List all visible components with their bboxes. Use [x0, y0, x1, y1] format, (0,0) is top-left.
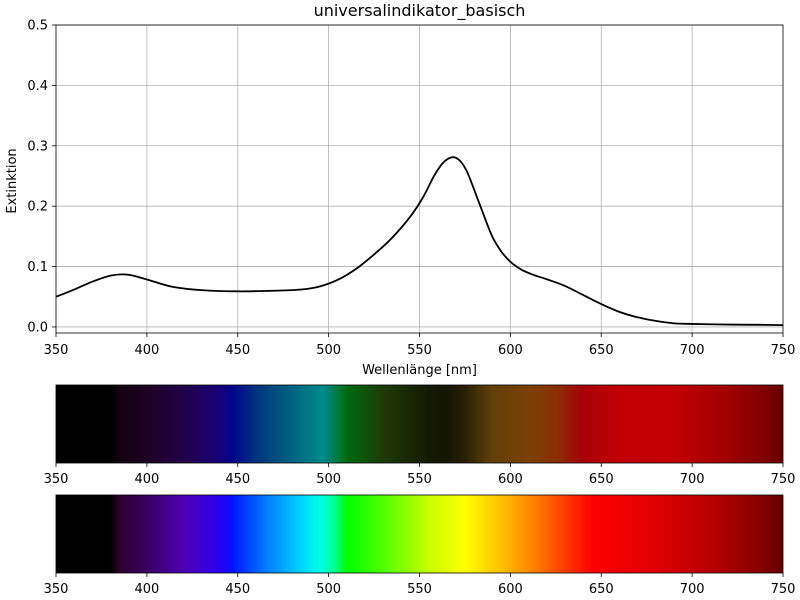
x-tick-label: 700	[680, 472, 705, 487]
y-tick-label: 0.4	[27, 79, 48, 94]
x-tick-label: 350	[44, 472, 69, 487]
y-axis-label: Extinktion	[5, 148, 20, 213]
absorbance-plot: 350 400 450 500 550 600 650 700 750 0.0 0.1 0.2 0.3…	[5, 1, 795, 378]
x-axis-label: Wellenlänge [nm]	[362, 363, 477, 378]
y-tick-label: 0.3	[27, 139, 48, 154]
y-tick-label: 0.5	[27, 19, 48, 34]
x-tick-label: 650	[589, 472, 614, 487]
y-tick-label: 0.1	[27, 260, 48, 275]
x-tick-label: 350	[44, 343, 69, 358]
x-tick-label: 400	[134, 582, 159, 597]
x-tick-label: 650	[589, 582, 614, 597]
x-tick-label: 450	[225, 582, 250, 597]
x-tick-label: 350	[44, 582, 69, 597]
x-tick-label: 400	[134, 343, 159, 358]
x-tick-label: 500	[316, 582, 341, 597]
x-axis-bar-2: 350 400 450 500 550 600 650 700 750	[44, 573, 796, 597]
x-tick-label: 600	[498, 343, 523, 358]
x-tick-label: 450	[225, 472, 250, 487]
observed-color-bar: 350 400 450 500 550 600 650 700 750	[44, 384, 796, 487]
x-tick-label: 750	[771, 472, 796, 487]
chart-title: universalindikator_basisch	[314, 1, 526, 21]
y-tick-label: 0.2	[27, 200, 48, 215]
reference-spectrum-bar: 350 400 450 500 550 600 650 700 750	[44, 494, 796, 597]
observed-spectrum-strip	[55, 384, 784, 464]
x-tick-label: 700	[680, 343, 705, 358]
x-tick-label: 500	[316, 472, 341, 487]
y-axis: 0.0 0.1 0.2 0.3 0.4 0.5	[27, 19, 56, 335]
x-tick-label: 600	[498, 582, 523, 597]
x-tick-label: 550	[407, 472, 432, 487]
x-tick-label: 400	[134, 472, 159, 487]
x-axis: 350 400 450 500 550 600 650 700 750	[44, 333, 796, 358]
x-tick-label: 450	[225, 343, 250, 358]
x-tick-label: 550	[407, 582, 432, 597]
grid	[56, 24, 783, 333]
x-tick-label: 650	[589, 343, 614, 358]
x-tick-label: 750	[771, 343, 796, 358]
x-axis-bar-1: 350 400 450 500 550 600 650 700 750	[44, 463, 796, 487]
x-tick-label: 700	[680, 582, 705, 597]
x-tick-label: 750	[771, 582, 796, 597]
reference-spectrum-strip	[55, 494, 784, 574]
x-tick-label: 500	[316, 343, 341, 358]
x-tick-label: 600	[498, 472, 523, 487]
y-tick-label: 0.0	[27, 320, 48, 335]
x-tick-label: 550	[407, 343, 432, 358]
absorbance-curve	[55, 156, 784, 327]
